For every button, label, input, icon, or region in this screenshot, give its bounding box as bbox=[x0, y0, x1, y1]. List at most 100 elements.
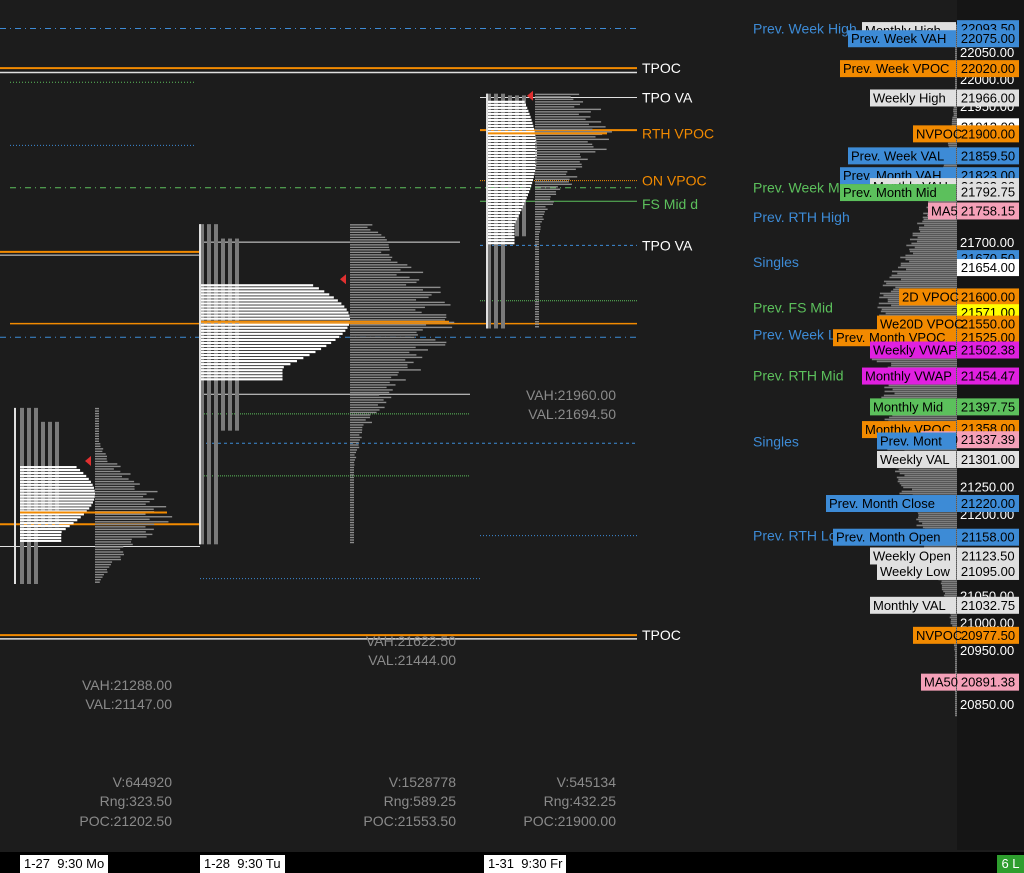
composite-volume-bar bbox=[896, 476, 957, 479]
volume-bar bbox=[350, 409, 380, 411]
composite-volume-bar bbox=[918, 226, 957, 229]
volume-bar bbox=[350, 236, 386, 239]
session-vah-label: VAH:21960.00 bbox=[526, 387, 616, 403]
composite-volume-bar bbox=[955, 710, 957, 713]
tpo-row bbox=[487, 160, 537, 164]
volume-bar bbox=[350, 439, 360, 441]
volume-bar bbox=[95, 415, 99, 417]
composite-volume-bar bbox=[883, 280, 957, 283]
tpo-row bbox=[200, 332, 343, 335]
composite-volume-bar bbox=[892, 414, 957, 417]
volume-bar bbox=[350, 511, 354, 514]
volume-bar bbox=[350, 486, 354, 489]
volume-bar bbox=[535, 183, 572, 186]
volume-bar bbox=[350, 461, 355, 464]
composite-volume-bar bbox=[955, 694, 957, 697]
volume-bar bbox=[350, 286, 441, 289]
volume-bar bbox=[350, 274, 397, 276]
price-tag-label: 21337.39 bbox=[961, 432, 1015, 447]
tpo-row bbox=[200, 290, 325, 293]
composite-volume-bar bbox=[955, 700, 957, 703]
volume-bar bbox=[535, 298, 539, 300]
red-marker bbox=[527, 90, 533, 101]
tpo-row bbox=[200, 366, 284, 369]
volume-bar bbox=[535, 176, 578, 178]
composite-volume-bar bbox=[899, 492, 957, 495]
volume-bar bbox=[350, 501, 354, 504]
volume-bar bbox=[95, 458, 107, 460]
tpo-column bbox=[48, 421, 52, 528]
composite-volume-bar bbox=[900, 278, 957, 281]
volume-bar bbox=[535, 113, 579, 116]
volume-bar bbox=[95, 440, 99, 442]
price-tick-label: 20850.00 bbox=[960, 697, 1014, 712]
volume-bar bbox=[350, 281, 417, 284]
volume-bar bbox=[350, 374, 398, 376]
volume-bar bbox=[535, 293, 539, 295]
volume-bar bbox=[350, 529, 354, 531]
volume-bar bbox=[535, 301, 539, 303]
price-tag-label: 21758.15 bbox=[961, 203, 1015, 218]
volume-bar bbox=[350, 249, 390, 251]
composite-volume-bar bbox=[953, 110, 957, 113]
volume-bar bbox=[95, 465, 121, 468]
composite-volume-bar bbox=[955, 690, 957, 693]
tpo-row bbox=[487, 109, 529, 112]
composite-volume-bar bbox=[900, 264, 957, 267]
volume-bar bbox=[535, 198, 551, 201]
composite-volume-bar bbox=[950, 620, 957, 623]
volume-bar bbox=[350, 526, 354, 529]
session-poc-label: POC:21553.50 bbox=[363, 813, 456, 829]
level-tag bbox=[848, 30, 956, 48]
chart-status-badge[interactable]: 6 L bbox=[997, 855, 1024, 873]
level-tag-label: Weekly VAL bbox=[880, 452, 950, 467]
volume-bar bbox=[535, 313, 539, 315]
volume-bar bbox=[535, 308, 539, 310]
tpo-row bbox=[20, 495, 95, 498]
volume-bar bbox=[350, 419, 366, 421]
composite-volume-bar bbox=[955, 80, 957, 83]
tpo-row bbox=[20, 533, 62, 537]
volume-bar bbox=[350, 379, 406, 381]
price-tag-label: 22075.00 bbox=[961, 31, 1015, 46]
volume-bar bbox=[95, 450, 103, 453]
price-tag-label: 21220.00 bbox=[961, 496, 1015, 511]
tpo-row bbox=[487, 236, 515, 239]
volume-bar bbox=[350, 316, 447, 319]
volume-bar bbox=[350, 509, 354, 511]
level-tag bbox=[870, 341, 956, 359]
volume-bar bbox=[350, 539, 354, 541]
volume-bar bbox=[95, 571, 108, 573]
composite-volume-bar bbox=[940, 582, 957, 585]
volume-bar bbox=[535, 181, 569, 183]
volume-bar bbox=[535, 188, 561, 191]
composite-volume-bar bbox=[924, 546, 957, 549]
volume-bar bbox=[350, 229, 371, 231]
volume-bar bbox=[95, 521, 169, 523]
volume-bar bbox=[350, 226, 368, 229]
price-tag-label: 21900.00 bbox=[961, 126, 1015, 141]
price-tick-label: 21700.00 bbox=[960, 235, 1014, 250]
volume-bar bbox=[95, 543, 133, 546]
price-tag bbox=[957, 398, 1019, 416]
composite-volume-bar bbox=[898, 468, 957, 471]
composite-volume-bar bbox=[955, 46, 957, 49]
volume-bar bbox=[535, 271, 539, 273]
volume-bar bbox=[535, 158, 588, 161]
volume-bar bbox=[350, 304, 451, 306]
composite-volume-bar bbox=[900, 256, 957, 259]
price-tag bbox=[957, 528, 1019, 546]
volume-bar bbox=[350, 494, 354, 496]
tpo-row bbox=[20, 539, 62, 542]
volume-bar bbox=[535, 138, 609, 141]
profile-level-label: ON VPOC bbox=[642, 173, 707, 189]
tpo-row bbox=[20, 474, 87, 478]
volume-bar bbox=[350, 371, 399, 374]
composite-volume-bar bbox=[914, 246, 957, 249]
composite-volume-bar bbox=[885, 312, 957, 315]
composite-volume-bar bbox=[917, 516, 957, 519]
volume-bar bbox=[350, 376, 392, 379]
composite-volume-bar bbox=[953, 114, 957, 117]
